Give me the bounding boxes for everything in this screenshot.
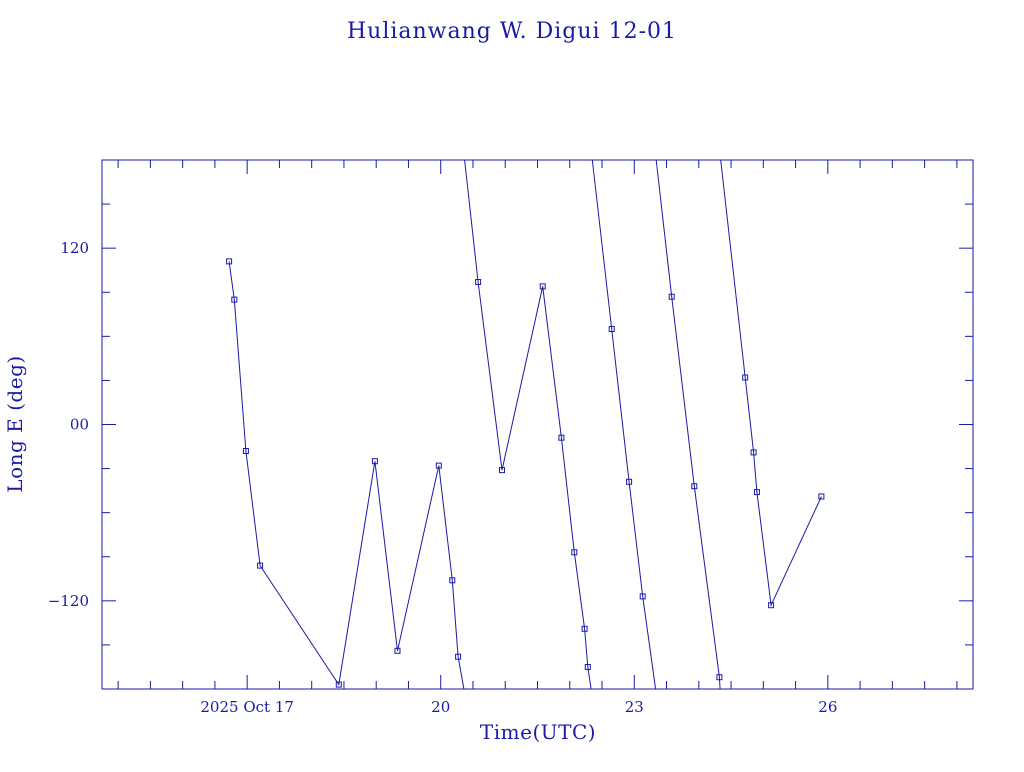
data-point [539,283,546,290]
x-tick-label: 20 [431,698,450,716]
data-point [750,449,757,456]
data-point [231,296,238,303]
data-point [475,279,482,285]
x-tick-label: 23 [625,698,644,716]
data-point [394,647,401,654]
data-point [455,653,462,660]
data-point [639,593,646,600]
x-axis: 2025 Oct 17 20 23 26 [117,160,958,716]
series-layer [226,159,825,690]
data-point [242,448,249,454]
data-point [668,293,675,300]
data-point [226,258,233,265]
series-line [464,159,592,690]
y-tick-label: 120 [60,239,89,257]
data-point [716,674,723,681]
series-line [720,159,822,607]
data-point [499,467,505,474]
x-tick-label: 2025 Oct 17 [200,698,294,716]
data-point [753,489,760,496]
data-point [558,434,565,441]
x-axis-label: Time(UTC) [480,720,596,744]
data-point [581,625,588,632]
data-point [742,374,749,381]
y-axis-label: Long E (deg) [3,355,27,492]
data-point [335,681,342,688]
series-line [655,159,721,690]
data-point [371,458,378,465]
y-tick-label: −120 [48,592,89,610]
data-point [691,483,698,490]
x-tick-label: 26 [818,698,837,716]
series-line [228,261,465,690]
y-tick-label: 00 [70,416,89,434]
data-point [257,562,264,569]
chart-title: Hulianwang W. Digui 12-01 [347,19,677,44]
data-point [768,602,775,609]
data-point [818,493,825,500]
data-point [449,577,456,584]
data-point [584,664,591,670]
plot-frame [101,159,974,690]
data-point [626,478,633,485]
data-point [608,326,615,332]
data-point [435,462,442,469]
data-point [571,549,578,556]
series-line [591,159,657,690]
y-axis: 120 00 −120 [48,203,973,646]
